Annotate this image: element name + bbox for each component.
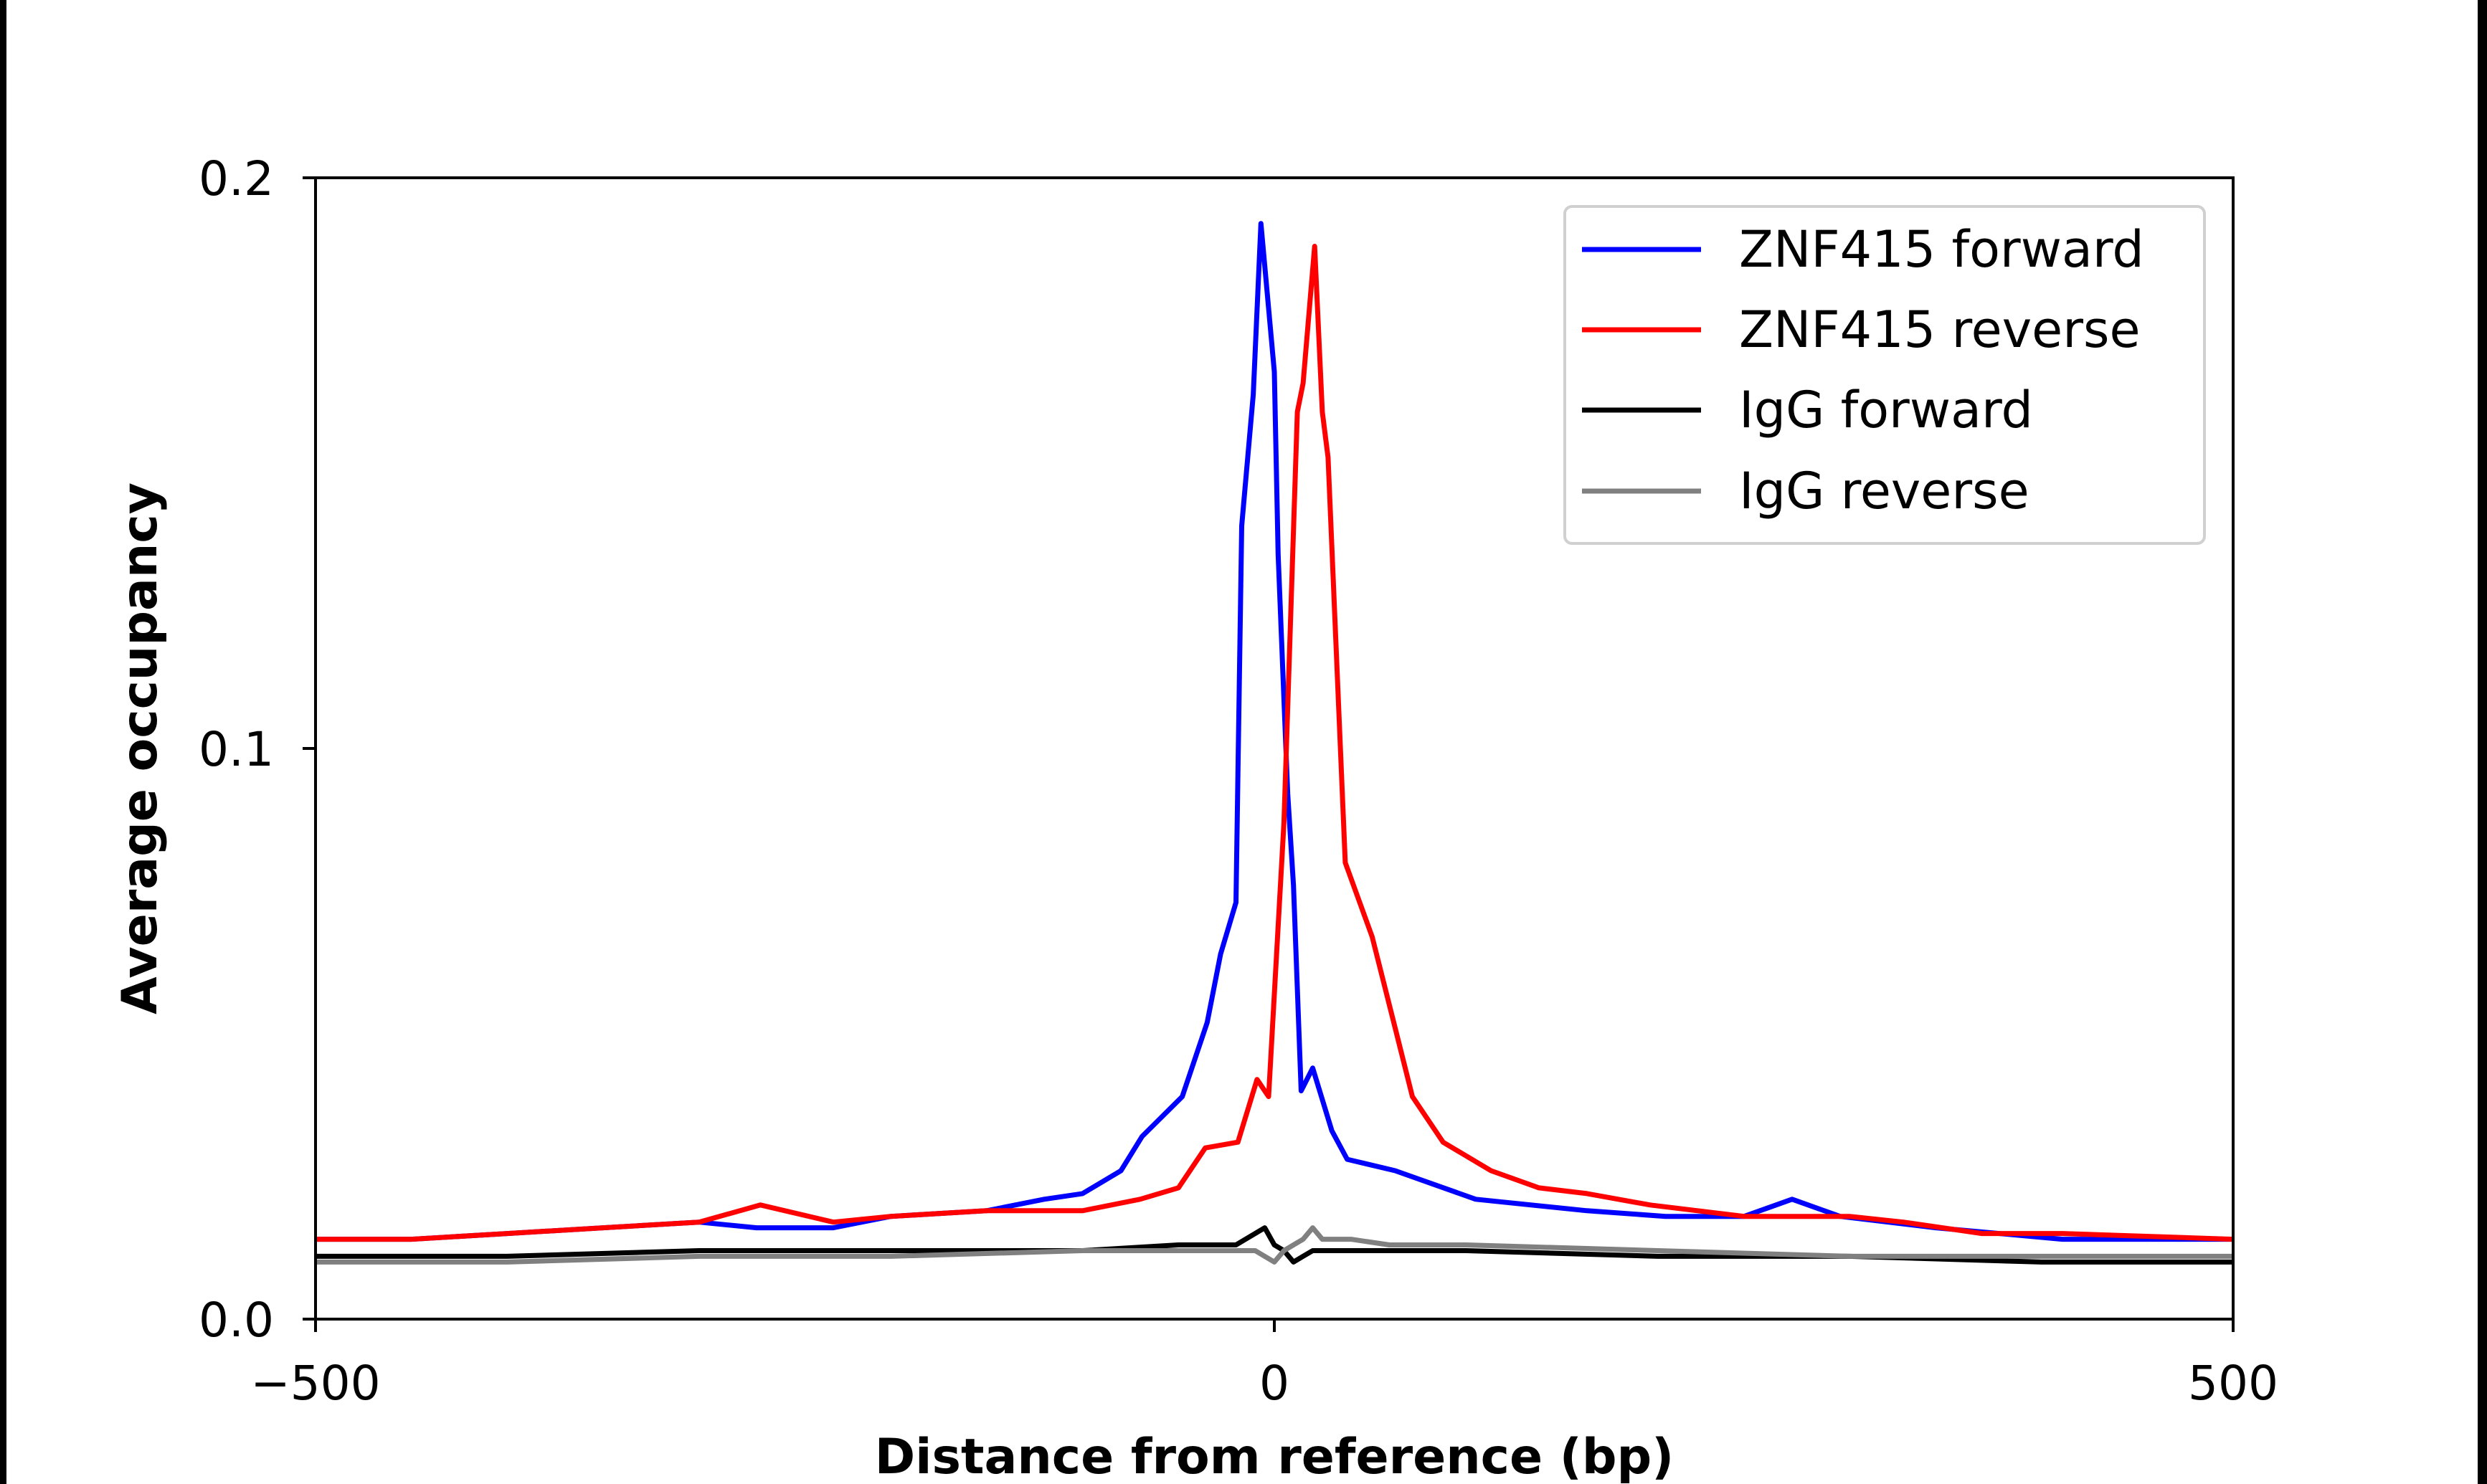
- legend: ZNF415 forward ZNF415 reverse IgG forwar…: [1563, 205, 2206, 545]
- series-lines: [316, 221, 2234, 1265]
- legend-box: [1563, 205, 2206, 545]
- y-axis-label: Average occupancy: [112, 482, 169, 1014]
- y-tick-label: 0.1: [199, 722, 274, 777]
- left-border: [0, 0, 6, 1484]
- x-tick-label: 0: [1259, 1356, 1289, 1411]
- right-border: [2478, 0, 2487, 1484]
- x-axis-label: Distance from reference (bp): [875, 1429, 1674, 1484]
- series-line-znf415-forward: [316, 221, 2233, 1242]
- legend-label: IgG reverse: [1739, 462, 2029, 520]
- legend-label: ZNF415 forward: [1739, 220, 2144, 279]
- x-tick-label: 500: [2188, 1356, 2278, 1411]
- y-tick-label: 0.2: [199, 151, 274, 206]
- series-line-znf415-reverse: [316, 244, 2234, 1242]
- series-line-igg-reverse: [316, 1225, 2233, 1265]
- y-tick-label: 0.0: [199, 1293, 274, 1348]
- axis-ticks: [303, 176, 2235, 1332]
- legend-label: ZNF415 reverse: [1739, 300, 2141, 359]
- x-tick-label: −500: [250, 1356, 380, 1411]
- legend-label: IgG forward: [1739, 381, 2033, 439]
